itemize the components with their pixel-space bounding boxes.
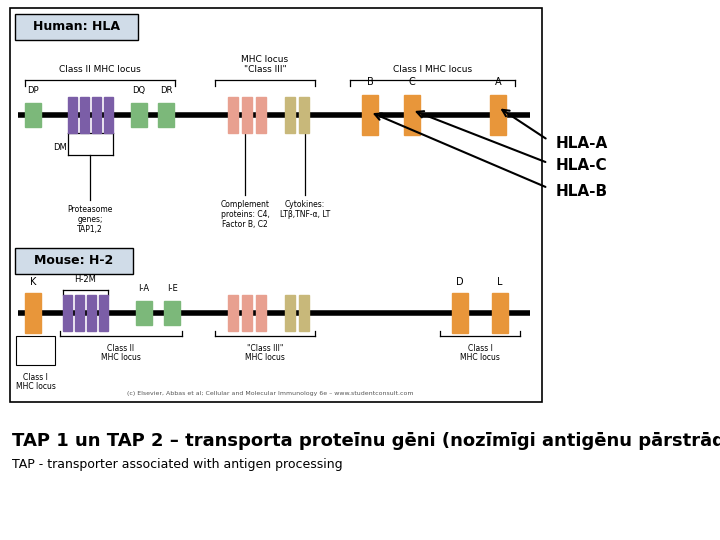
Bar — [16, 336, 55, 365]
Text: Class I: Class I — [23, 373, 48, 382]
Bar — [25, 103, 41, 127]
Bar — [285, 295, 295, 331]
Text: LTβ,TNF-α, LT: LTβ,TNF-α, LT — [280, 210, 330, 219]
Bar — [158, 103, 174, 127]
Bar — [15, 248, 133, 274]
Bar — [104, 97, 113, 133]
Bar — [242, 97, 252, 133]
Bar — [452, 293, 468, 333]
Text: MHC locus: MHC locus — [245, 353, 285, 362]
Text: DP: DP — [27, 86, 39, 95]
Bar — [92, 97, 101, 133]
Text: TAP1,2: TAP1,2 — [77, 225, 103, 234]
Text: D: D — [456, 277, 464, 287]
Text: DM: DM — [53, 143, 67, 152]
Text: Human: HLA: Human: HLA — [33, 21, 120, 33]
Bar — [99, 295, 108, 331]
Text: K: K — [30, 277, 36, 287]
Text: HLA-B: HLA-B — [556, 184, 608, 199]
Bar — [131, 103, 147, 127]
Bar — [256, 97, 266, 133]
Text: A: A — [495, 77, 501, 87]
Bar — [68, 97, 77, 133]
Text: TAP 1 un TAP 2 – transporta proteīnu gēni (nozīmīgi antigēnu pārstrādē): TAP 1 un TAP 2 – transporta proteīnu gēn… — [12, 432, 720, 450]
Bar — [25, 293, 41, 333]
Text: MHC locus: MHC locus — [16, 382, 55, 391]
Bar — [136, 301, 152, 325]
Bar — [63, 295, 72, 331]
Text: (c) Elsevier, Abbas et al; Cellular and Molecular Immunology 6e – www.studentcon: (c) Elsevier, Abbas et al; Cellular and … — [127, 391, 413, 396]
Bar — [15, 14, 138, 40]
Bar — [80, 97, 89, 133]
Bar — [228, 97, 238, 133]
Text: Factor B, C2: Factor B, C2 — [222, 220, 268, 229]
Text: Class I MHC locus: Class I MHC locus — [393, 65, 472, 74]
Text: C: C — [409, 77, 415, 87]
Text: I-A: I-A — [138, 284, 150, 293]
Bar — [492, 293, 508, 333]
Text: Class I: Class I — [467, 344, 492, 353]
Bar — [256, 295, 266, 331]
Bar — [404, 95, 420, 135]
Text: MHC locus: MHC locus — [241, 55, 289, 64]
Text: TAP - transporter associated with antigen processing: TAP - transporter associated with antige… — [12, 458, 343, 471]
Text: proteins: C4,: proteins: C4, — [220, 210, 269, 219]
Text: Proteasome: Proteasome — [67, 205, 113, 214]
Text: Mouse: H-2: Mouse: H-2 — [35, 254, 114, 267]
Text: genes;: genes; — [77, 215, 103, 224]
Text: DR: DR — [160, 86, 172, 95]
Text: "Class III": "Class III" — [247, 344, 283, 353]
Text: "Class III": "Class III" — [243, 65, 287, 74]
Text: HLA-A: HLA-A — [556, 136, 608, 151]
Text: DQ: DQ — [132, 86, 145, 95]
Bar — [285, 97, 295, 133]
Text: HLA-C: HLA-C — [556, 159, 608, 173]
Text: Class II: Class II — [107, 344, 135, 353]
Text: L: L — [498, 277, 503, 287]
Text: I-E: I-E — [166, 284, 177, 293]
Bar — [299, 295, 309, 331]
Bar — [75, 295, 84, 331]
Text: Cytokines:: Cytokines: — [285, 200, 325, 209]
Bar — [490, 95, 506, 135]
Bar — [10, 8, 542, 402]
Text: H-2M: H-2M — [74, 275, 96, 284]
Bar — [299, 97, 309, 133]
Text: MHC locus: MHC locus — [101, 353, 141, 362]
Text: B: B — [366, 77, 374, 87]
Text: MHC locus: MHC locus — [460, 353, 500, 362]
Bar — [362, 95, 378, 135]
Bar — [242, 295, 252, 331]
Bar — [87, 295, 96, 331]
Bar — [164, 301, 180, 325]
Text: Complement: Complement — [220, 200, 269, 209]
Text: Class II MHC locus: Class II MHC locus — [59, 65, 141, 74]
Bar — [228, 295, 238, 331]
